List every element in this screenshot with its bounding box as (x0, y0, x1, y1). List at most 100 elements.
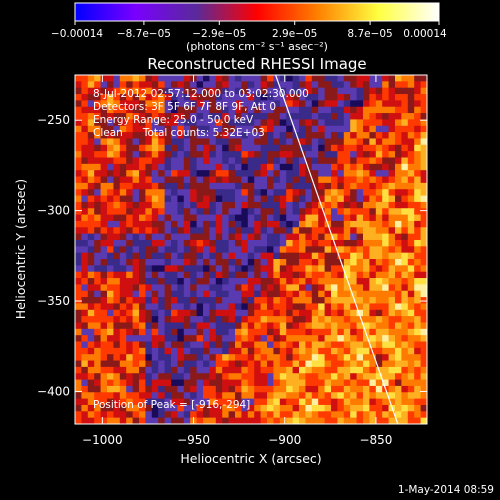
heatmap-cell (158, 316, 166, 324)
heatmap-cell (139, 87, 146, 95)
heatmap-cell (209, 214, 217, 222)
heatmap-cell (164, 271, 172, 279)
heatmap-cell (119, 214, 127, 222)
heatmap-cell (324, 411, 332, 419)
heatmap-cell (267, 379, 274, 387)
heatmap-cell (369, 297, 377, 305)
heatmap-cell (75, 303, 82, 311)
heatmap-cell (215, 252, 223, 260)
heatmap-cell (356, 252, 364, 260)
heatmap-cell (145, 385, 153, 393)
heatmap-cell (254, 271, 262, 279)
heatmap-cell (331, 284, 338, 292)
heatmap-cell (420, 195, 427, 203)
heatmap-cell (87, 106, 95, 114)
heatmap-cell (375, 385, 383, 393)
heatmap-cell (395, 303, 402, 311)
heatmap-cell (203, 189, 210, 197)
heatmap-cell (126, 392, 134, 400)
heatmap-cell (139, 309, 146, 317)
heatmap-cell (382, 284, 390, 292)
heatmap-cell (113, 322, 121, 330)
heatmap-cell (209, 290, 217, 298)
heatmap-cell (139, 138, 146, 146)
heatmap-cell (260, 227, 268, 235)
heatmap-cell (363, 328, 370, 336)
heatmap-cell (331, 366, 338, 374)
heatmap-cell (414, 404, 422, 412)
heatmap-cell (279, 87, 287, 95)
heatmap-cell (190, 252, 198, 260)
heatmap-cell (215, 201, 223, 209)
heatmap-cell (363, 335, 370, 343)
heatmap-cell (235, 138, 242, 146)
heatmap-cell (203, 81, 210, 89)
heatmap-cell (401, 341, 409, 349)
heatmap-cell (267, 341, 274, 349)
heatmap-cell (209, 106, 217, 114)
heatmap-cell (209, 373, 217, 381)
heatmap-cell (145, 404, 153, 412)
heatmap-cell (407, 113, 415, 121)
heatmap-cell (356, 347, 364, 355)
heatmap-cell (81, 132, 89, 140)
heatmap-cell (273, 227, 281, 235)
heatmap-cell (235, 227, 242, 235)
heatmap-cell (311, 309, 319, 317)
heatmap-cell (228, 290, 236, 298)
heatmap-cell (414, 309, 422, 317)
heatmap-cell (151, 227, 159, 235)
heatmap-cell (107, 385, 114, 393)
heatmap-cell (273, 138, 281, 146)
heatmap-cell (369, 366, 377, 374)
heatmap-cell (94, 360, 102, 368)
heatmap-cell (407, 354, 415, 362)
heatmap-cell (343, 163, 351, 171)
heatmap-cell (363, 252, 370, 260)
heatmap-cell (414, 360, 422, 368)
heatmap-cell (324, 208, 332, 216)
heatmap-cell (311, 360, 319, 368)
heatmap-cell (311, 379, 319, 387)
heatmap-cell (414, 265, 422, 273)
heatmap-cell (375, 170, 383, 178)
heatmap-cell (331, 392, 338, 400)
heatmap-cell (94, 392, 102, 400)
heatmap-cell (132, 176, 140, 184)
heatmap-cell (190, 132, 198, 140)
heatmap-cell (87, 335, 95, 343)
heatmap-cell (260, 398, 268, 406)
heatmap-cell (267, 278, 274, 285)
heatmap-cell (190, 379, 198, 387)
heatmap-cell (305, 373, 313, 381)
heatmap-cell (382, 322, 390, 330)
heatmap-cell (177, 94, 185, 101)
heatmap-cell (151, 259, 159, 266)
heatmap-cell (119, 347, 127, 355)
heatmap-cell (331, 195, 338, 203)
heatmap-cell (119, 252, 127, 260)
heatmap-cell (177, 265, 185, 273)
heatmap-cell (254, 106, 262, 114)
heatmap-cell (363, 157, 370, 165)
heatmap-cell (228, 373, 236, 381)
heatmap-cell (273, 170, 281, 178)
heatmap-cell (273, 233, 281, 241)
heatmap-cell (254, 259, 262, 266)
heatmap-cell (337, 81, 345, 89)
heatmap-cell (75, 290, 82, 298)
colorbar-tick-label: 0.00014 (403, 28, 447, 40)
heatmap-cell (254, 417, 262, 424)
heatmap-cell (311, 132, 319, 140)
heatmap-cell (318, 176, 326, 184)
heatmap-cell (254, 233, 262, 241)
heatmap-cell (414, 189, 422, 197)
heatmap-cell (241, 113, 249, 121)
heatmap-cell (119, 220, 127, 228)
heatmap-cell (145, 309, 153, 317)
heatmap-cell (375, 151, 383, 159)
heatmap-cell (87, 220, 95, 228)
heatmap-cell (81, 271, 89, 279)
heatmap-cell (343, 411, 351, 419)
heatmap-cell (324, 81, 332, 89)
